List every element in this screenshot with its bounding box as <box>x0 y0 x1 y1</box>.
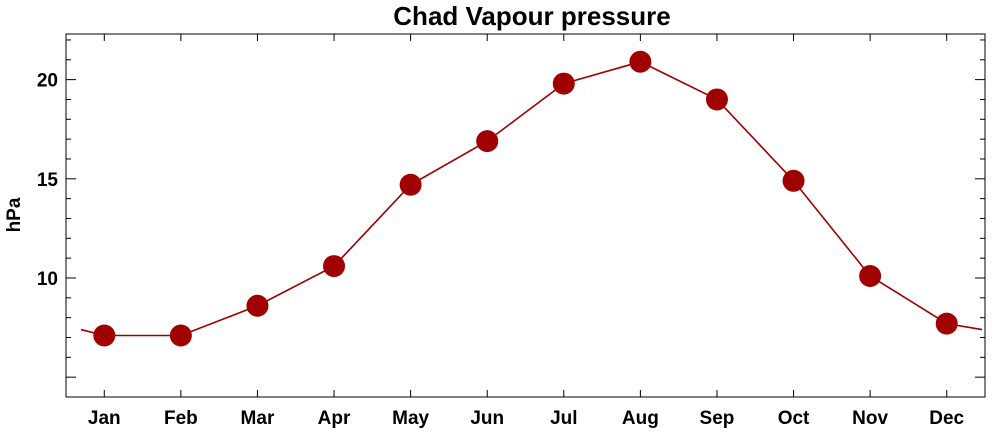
x-tick-label: Jul <box>550 408 577 429</box>
x-tick-label: Feb <box>164 408 198 429</box>
y-axis-ticks <box>66 39 985 398</box>
x-axis-labels: Jan Feb Mar Apr May Jun Jul Aug Sep Oct Nov Dec <box>88 408 965 429</box>
data-point-mar <box>246 294 269 317</box>
data-point-oct <box>782 169 805 192</box>
y-axis-label: hPa <box>4 197 25 232</box>
data-point-jan <box>93 324 116 347</box>
data-point-feb <box>169 324 192 347</box>
series-lines <box>80 60 983 337</box>
y-axis-labels: 10 15 20 <box>37 71 59 290</box>
data-point-dec <box>935 312 958 335</box>
x-axis-ticks <box>103 34 948 397</box>
x-tick-label: Sep <box>700 408 735 429</box>
data-point-aug <box>629 50 652 73</box>
x-tick-label: May <box>392 408 429 429</box>
x-tick-label: Apr <box>318 408 351 429</box>
data-point-apr <box>323 255 346 278</box>
series-points <box>93 50 958 347</box>
data-point-sep <box>705 88 728 111</box>
plot-frame <box>65 33 986 398</box>
data-point-may <box>399 173 422 196</box>
x-tick-label: Jan <box>88 408 121 429</box>
data-point-jun <box>476 130 499 153</box>
x-tick-label: Dec <box>929 408 964 429</box>
series-line <box>80 60 983 337</box>
x-tick-label: Aug <box>622 408 659 429</box>
y-tick-label: 20 <box>37 71 58 92</box>
data-point-nov <box>859 265 882 287</box>
y-tick-label: 10 <box>37 269 58 290</box>
x-tick-label: Jun <box>470 408 504 429</box>
x-tick-label: Nov <box>852 408 888 429</box>
y-tick-label: 15 <box>37 170 59 191</box>
data-point-jul <box>552 72 575 95</box>
x-tick-label: Oct <box>778 408 810 429</box>
chart-title: Chad Vapour pressure <box>393 1 670 31</box>
x-tick-label: Mar <box>241 408 275 429</box>
